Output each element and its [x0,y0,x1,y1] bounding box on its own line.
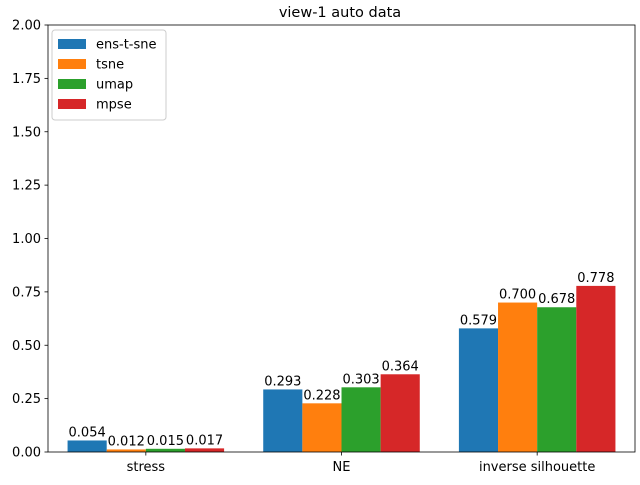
bar [106,449,146,452]
legend-label: ens-t-sne [96,38,157,53]
data-label: 0.054 [69,425,106,440]
legend-label: mpse [96,98,132,113]
legend-swatch [58,79,86,89]
bars-layer [67,285,616,452]
legend-swatch [58,39,86,49]
legend-box [51,29,167,121]
data-label: 0.778 [577,271,614,286]
legend-label: umap [96,78,133,93]
x-tick-label: inverse silhouette [479,460,595,475]
bar [67,440,107,452]
bar [341,387,381,452]
bar [458,328,499,452]
chart-title: view-1 auto data [279,5,401,21]
legend: ens-t-sne tsne umap mpse [51,29,167,121]
y-tick-label: 0.75 [12,285,41,300]
data-label: 0.700 [499,288,536,303]
data-label: 0.579 [460,313,497,328]
bar [184,448,225,452]
y-tick-label: 2.00 [12,19,41,34]
data-label: 0.228 [303,388,340,403]
y-tick-label: 0.50 [12,339,41,354]
data-label: 0.303 [342,372,379,387]
bar [380,374,420,452]
y-tick-label: 1.50 [12,125,41,140]
data-label: 0.678 [538,292,575,307]
data-label: 0.012 [108,434,145,449]
y-tick-label: 0.25 [12,392,41,407]
data-label: 0.015 [147,434,184,449]
bar [537,307,577,452]
x-tick-label: NE [333,460,351,475]
bar [302,403,342,452]
y-tick-label: 1.25 [12,179,41,194]
legend-label: tsne [96,58,124,73]
legend-swatch [58,99,86,109]
data-labels-layer: 0.054 0.293 0.579 0.012 0.228 0.700 0.015 0.303… [69,271,615,450]
y-tick-label: 1.00 [12,232,41,247]
bar [263,389,303,452]
x-tick-label: stress [127,460,166,475]
y-tick-label: 1.75 [12,72,41,87]
bar [145,448,185,452]
data-label: 0.293 [264,374,301,389]
bar [576,285,616,452]
data-label: 0.364 [382,359,419,374]
axes-layer: 0.00 0.25 0.50 0.75 1.00 1.25 1.50 1.75 2.00 stre… [12,19,636,475]
legend-swatch [58,59,86,69]
data-label: 0.017 [186,433,223,448]
bar [498,302,538,452]
y-tick-label: 0.00 [12,446,41,461]
